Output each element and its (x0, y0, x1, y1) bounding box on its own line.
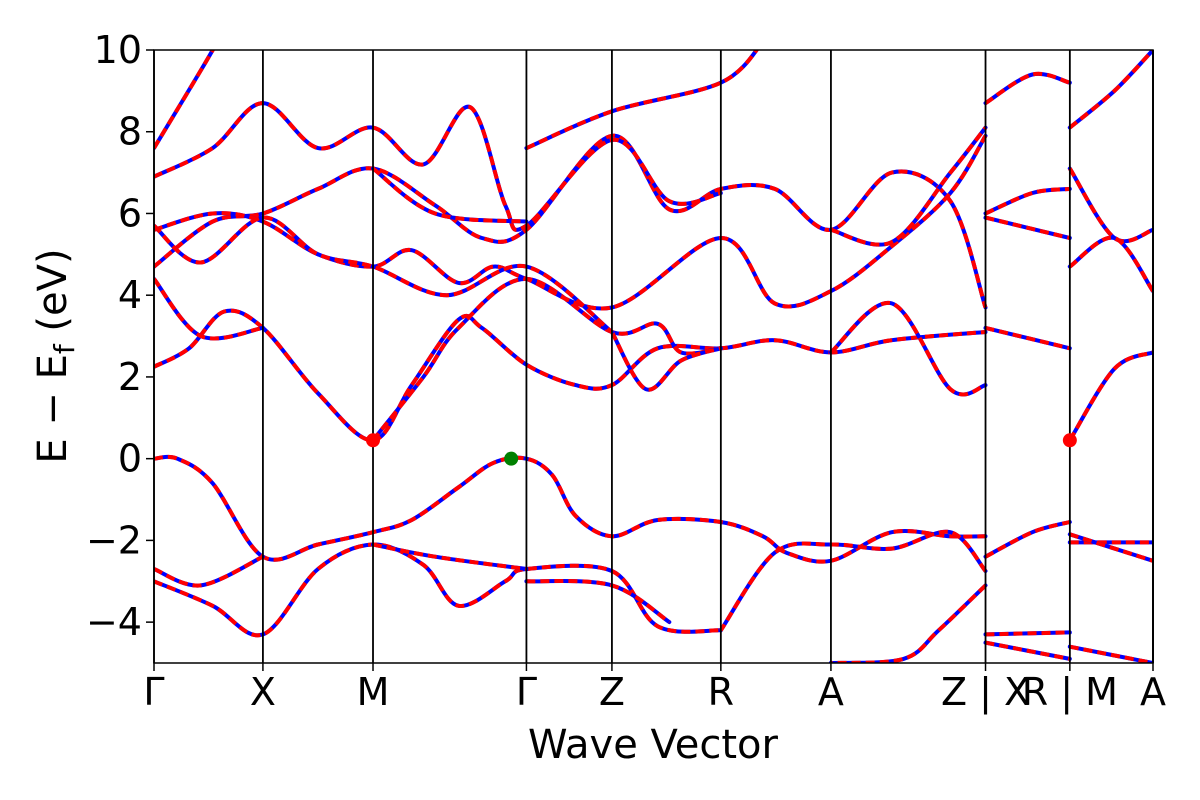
band-line-primary-13 (1068, 350, 1153, 442)
band-line-primary-25 (1068, 50, 1153, 130)
band-line-secondary-8 (154, 276, 265, 341)
band-line-secondary-10 (609, 330, 723, 392)
band-line-secondary-20 (524, 50, 760, 151)
extremum-marker-0 (366, 433, 381, 448)
band-line-primary-3 (154, 554, 264, 588)
x-tick-label: Z | X (941, 670, 1030, 715)
x-tick-label: R (708, 670, 734, 714)
plot-frame (153, 49, 1154, 664)
band-line-secondary-16 (154, 215, 614, 334)
band-line-primary-27 (1068, 235, 1153, 293)
x-axis-label: Wave Vector (528, 722, 779, 768)
x-tick-label: A (818, 670, 844, 714)
x-tick-label: R | M (1022, 670, 1118, 715)
y-tick-label: 8 (118, 110, 142, 154)
band-line-secondary-7 (154, 308, 988, 443)
band-line-primary-10 (610, 330, 722, 392)
band-line-primary-8 (154, 277, 264, 341)
y-tick-label: 2 (118, 355, 142, 399)
band-line-secondary-1 (983, 520, 1072, 559)
y-axis-label: E − Ef (eV) (30, 248, 81, 463)
bands-layer (154, 50, 1153, 663)
band-line-secondary-26 (1067, 166, 1153, 244)
band-line-primary-0 (154, 454, 986, 564)
band-line-primary-30 (985, 630, 1070, 637)
band-line-primary-20 (525, 50, 760, 150)
band-line-primary-11 (829, 301, 987, 397)
x-tick-label: A (1140, 670, 1166, 714)
band-line-primary-9 (371, 276, 722, 442)
y-tick-label: −2 (86, 518, 142, 562)
band-line-primary-28 (719, 529, 988, 632)
y-axis-label-main: E − E (30, 354, 76, 464)
kpoint-boundaries (153, 50, 1154, 663)
band-line-secondary-13 (1067, 350, 1153, 443)
y-tick-label: 0 (118, 437, 142, 481)
band-line-secondary-3 (154, 554, 265, 588)
band-line-secondary-23 (983, 186, 1072, 216)
band-line-primary-17 (154, 101, 722, 232)
band-line-primary-32 (1069, 644, 1153, 663)
band-line-primary-26 (1068, 167, 1153, 244)
x-tick-label: M (357, 670, 390, 714)
band-line-primary-4 (154, 542, 721, 638)
band-line-primary-31 (985, 640, 1071, 661)
band-line-secondary-28 (718, 529, 988, 633)
x-tick-label: Γ (516, 670, 537, 714)
band-line-secondary-29 (828, 583, 988, 663)
band-line-primary-19 (371, 166, 527, 224)
band-line-primary-24 (985, 215, 1071, 240)
band-line-primary-7 (154, 308, 986, 443)
band-line-secondary-9 (371, 276, 723, 443)
y-axis-label-unit: (eV) (30, 248, 76, 344)
extremum-marker-2 (1062, 433, 1077, 448)
y-tick-label: 4 (118, 273, 142, 317)
band-line-primary-18 (154, 50, 216, 150)
y-tick-label: 6 (118, 191, 142, 235)
band-line-secondary-27 (1067, 235, 1153, 294)
band-line-primary-22 (984, 71, 1071, 105)
band-line-primary-12 (985, 325, 1071, 351)
band-line-primary-14 (154, 133, 988, 309)
band-line-primary-21 (830, 126, 988, 247)
y-axis-ticks: −4 −2 0 2 4 6 8 10 (86, 28, 154, 644)
band-line-primary-29 (830, 583, 987, 663)
x-tick-label: Γ (143, 670, 164, 714)
band-line-primary-23 (984, 186, 1071, 216)
y-tick-label: 10 (94, 28, 142, 72)
extremum-marker-1 (504, 451, 519, 466)
y-tick-label: −4 (86, 600, 142, 644)
band-line-primary-33 (1069, 532, 1153, 563)
markers-layer (366, 433, 1077, 466)
x-tick-label: Z (599, 670, 625, 714)
band-line-primary-6 (372, 542, 527, 571)
y-axis-label-subscript: f (48, 343, 81, 354)
x-tick-label: X (250, 670, 276, 714)
x-axis-ticks: Γ X M Γ Z R A Z | XR | M A (143, 663, 1166, 715)
